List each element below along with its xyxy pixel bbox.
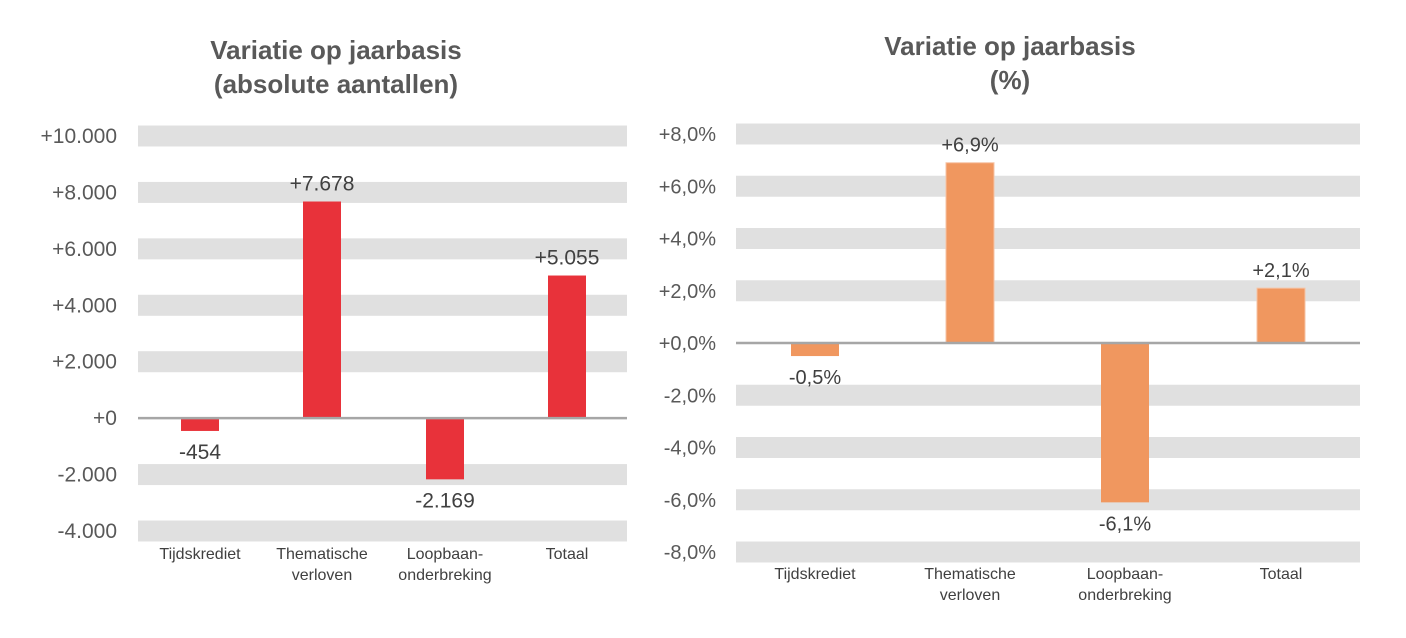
y-tick-label: +4.000 [52, 294, 117, 317]
grid-band [736, 541, 1360, 563]
bar [791, 343, 839, 357]
grid-band [138, 294, 627, 316]
category-label: onderbreking [398, 567, 491, 584]
y-tick-label: -4.000 [57, 520, 117, 543]
y-tick-label: +6,0% [659, 176, 716, 198]
y-tick-label: -4,0% [664, 438, 716, 460]
data-label: +6,9% [941, 135, 998, 157]
category-label: Tijdskrediet [159, 546, 241, 563]
y-tick-label: +10.000 [41, 125, 118, 148]
grid-band [736, 384, 1360, 406]
grid-band [138, 464, 627, 486]
category-label: Thematische [924, 566, 1016, 583]
grid-band [138, 238, 627, 260]
data-label: -2.169 [415, 489, 475, 512]
grid-band [736, 175, 1360, 197]
y-tick-label: +8.000 [52, 181, 117, 204]
category-label: Thematische [276, 546, 368, 563]
data-label: -6,1% [1099, 513, 1151, 535]
category-label: Totaal [546, 546, 589, 563]
y-tick-label: +0 [93, 407, 117, 430]
grid-band [736, 123, 1360, 145]
grid-band [736, 437, 1360, 458]
y-tick-label: -2.000 [57, 464, 117, 487]
category-label: onderbreking [1078, 587, 1171, 604]
grid-band [736, 228, 1360, 249]
y-tick-label: -8,0% [664, 542, 716, 564]
category-label: Tijdskrediet [774, 566, 856, 583]
grid-band [138, 125, 627, 147]
chart-title: Variatie op jaarbasis [210, 35, 461, 65]
data-label: -454 [179, 441, 221, 464]
y-tick-label: -2,0% [664, 385, 716, 407]
chart-title: Variatie op jaarbasis [884, 31, 1135, 61]
bar [945, 162, 995, 344]
category-label: Loopbaan- [407, 546, 484, 563]
category-label: verloven [940, 587, 1000, 604]
data-label: -0,5% [789, 367, 841, 389]
bar [548, 275, 586, 419]
bar [303, 201, 341, 419]
data-label: +2,1% [1252, 260, 1309, 282]
category-label: Totaal [1260, 566, 1303, 583]
y-tick-label: -6,0% [664, 490, 716, 512]
chart-title: (absolute aantallen) [214, 69, 458, 99]
grid-band [138, 181, 627, 203]
y-tick-label: +2.000 [52, 351, 117, 374]
category-label: Loopbaan- [1087, 566, 1164, 583]
data-label: +5.055 [535, 247, 600, 270]
category-label: verloven [292, 567, 352, 584]
bar [426, 418, 464, 480]
bar [181, 418, 219, 431]
grid-band [138, 520, 627, 542]
y-tick-label: +4,0% [659, 229, 716, 251]
grid-band [736, 489, 1360, 511]
y-tick-label: +0,0% [659, 333, 716, 355]
chart-title: (%) [990, 65, 1030, 95]
y-tick-label: +6.000 [52, 238, 117, 261]
bar [1256, 287, 1306, 344]
bar [1101, 343, 1149, 503]
y-tick-label: +2,0% [659, 281, 716, 303]
grid-band [736, 280, 1360, 302]
data-label: +7.678 [290, 173, 355, 196]
grid-band [138, 351, 627, 373]
y-tick-label: +8,0% [659, 124, 716, 146]
